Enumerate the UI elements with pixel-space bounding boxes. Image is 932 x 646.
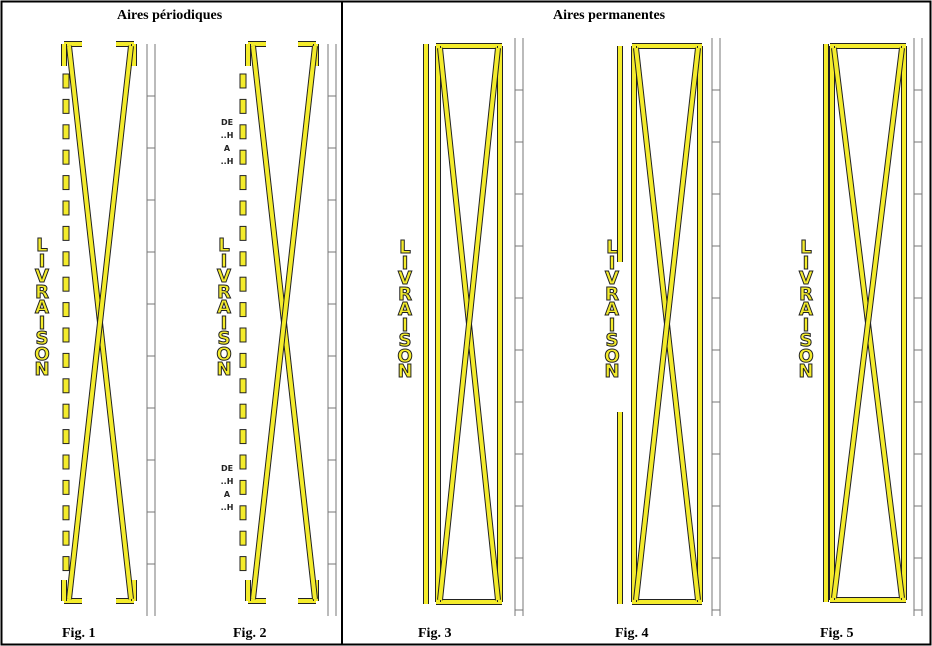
fig1-dash	[62, 276, 70, 292]
fig1-dash	[62, 479, 70, 495]
fig1-dash	[62, 556, 70, 572]
fig1-dash	[62, 378, 70, 394]
fig1-dash	[62, 505, 70, 521]
time-sign-top: DE ..H A ..H	[217, 116, 237, 168]
figure-label-3: Fig. 3	[418, 626, 452, 641]
fig4-cross-diagonal-b	[634, 47, 700, 601]
fig1-dash	[62, 124, 70, 140]
fig1-dash	[62, 200, 70, 216]
fig2-dash	[239, 73, 247, 89]
time-sign-bottom-h1: ..H	[220, 477, 234, 486]
fig1-dash	[62, 530, 70, 546]
fig2-dash	[239, 352, 247, 368]
section-title-permanent: Aires permanentes	[553, 8, 666, 23]
fig1-dash	[62, 403, 70, 419]
fig1-dash	[62, 225, 70, 241]
figure-label-2: Fig. 2	[233, 626, 267, 641]
fig1-dash	[62, 429, 70, 445]
fig2-dash	[239, 225, 247, 241]
time-sign-top-h1: ..H	[220, 131, 234, 140]
fig2-cross-diagonal-b	[251, 45, 317, 600]
fig2-dash	[239, 200, 247, 216]
fig1-cross-diagonal-b	[67, 45, 133, 600]
figure-label-1: Fig. 1	[62, 626, 96, 641]
fig2-dash	[239, 378, 247, 394]
time-sign-top-h2: ..H	[220, 157, 234, 166]
figure-label-5: Fig. 5	[820, 626, 854, 641]
fig2-dash	[239, 479, 247, 495]
fig1-dash	[62, 175, 70, 191]
figure-4-drawing	[617, 38, 721, 616]
figure-3-drawing	[423, 38, 524, 616]
fig1-dash	[62, 73, 70, 89]
fig2-dash	[239, 302, 247, 318]
figure-1-drawing	[61, 41, 156, 616]
fig1-dash	[62, 327, 70, 343]
fig1-dash	[62, 149, 70, 165]
time-sign-bottom-a: A	[223, 490, 231, 499]
fig2-dash	[239, 454, 247, 470]
time-sign-top-a: A	[223, 144, 231, 153]
fig2-dash	[239, 251, 247, 267]
fig1-dash	[62, 98, 70, 114]
figure-2-drawing	[239, 41, 337, 616]
fig1-dash	[62, 352, 70, 368]
figure-5-drawing	[823, 38, 923, 616]
fig1-dash	[62, 251, 70, 267]
fig2-dash	[239, 276, 247, 292]
fig2-dash	[239, 98, 247, 114]
time-sign-top-de: DE	[220, 118, 234, 127]
fig2-dash	[239, 149, 247, 165]
fig3-cross-diagonal-b	[438, 47, 500, 601]
fig2-dash	[239, 505, 247, 521]
time-sign-bottom-h2: ..H	[220, 503, 234, 512]
time-sign-bottom-de: DE	[220, 464, 234, 473]
fig2-dash	[239, 327, 247, 343]
fig2-dash	[239, 403, 247, 419]
fig2-dash	[239, 175, 247, 191]
fig1-dash	[62, 302, 70, 318]
section-title-periodic: Aires périodiques	[117, 8, 223, 23]
figure-label-4: Fig. 4	[615, 626, 649, 641]
time-sign-bottom: DE ..H A ..H	[217, 462, 237, 514]
fig2-dash	[239, 556, 247, 572]
fig2-dash	[239, 124, 247, 140]
fig1-dash	[62, 454, 70, 470]
fig2-dash	[239, 530, 247, 546]
fig2-dash	[239, 429, 247, 445]
fig5-cross-diagonal-b	[832, 47, 904, 599]
